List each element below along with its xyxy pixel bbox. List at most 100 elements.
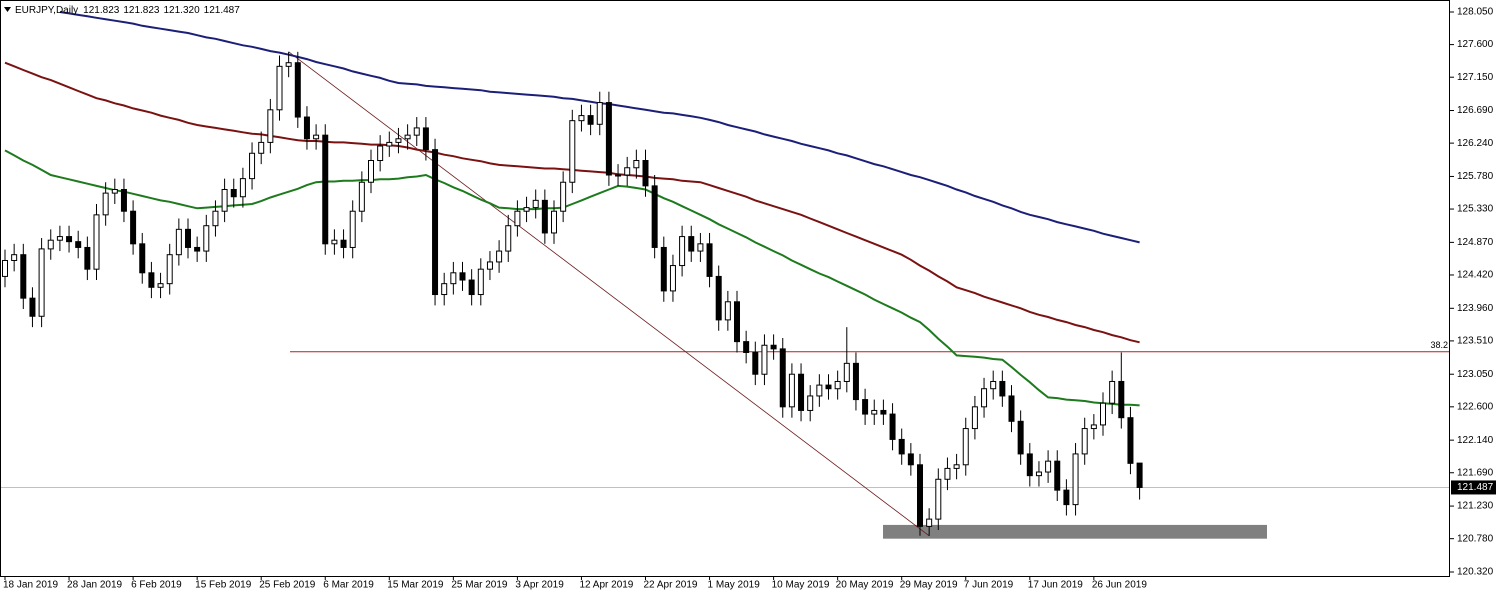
x-tick-label: 7 Jun 2019 bbox=[964, 580, 1014, 591]
candle-body bbox=[148, 272, 155, 288]
x-tick-label: 1 May 2019 bbox=[708, 580, 761, 591]
candle-body bbox=[1063, 489, 1070, 506]
candle-body bbox=[221, 188, 228, 212]
candle-body bbox=[93, 214, 100, 270]
candle-body bbox=[761, 344, 768, 375]
candle-body bbox=[788, 373, 795, 408]
candle-body bbox=[962, 428, 969, 466]
candle-body bbox=[871, 409, 878, 415]
y-tick-label: 128.050 bbox=[1457, 7, 1494, 18]
candle-body bbox=[20, 254, 27, 299]
candle-body bbox=[38, 248, 45, 317]
candle-body bbox=[1136, 462, 1143, 488]
candle-body bbox=[615, 174, 622, 177]
x-tick-label: 22 Apr 2019 bbox=[644, 580, 698, 591]
y-tick-label: 121.690 bbox=[1457, 467, 1494, 478]
fib-label: 38.2 bbox=[1430, 340, 1448, 350]
candle-body bbox=[990, 380, 997, 390]
y-tick-label: 126.240 bbox=[1457, 138, 1494, 149]
candle-body bbox=[706, 243, 713, 277]
candle-body bbox=[276, 65, 283, 111]
ohlc-value: 121.320 bbox=[163, 5, 200, 16]
candle-body bbox=[395, 138, 402, 143]
candle-body bbox=[47, 239, 54, 250]
candle-body bbox=[230, 188, 237, 198]
candle-body bbox=[349, 210, 356, 248]
plot-frame bbox=[0, 0, 1450, 577]
candle-body bbox=[11, 254, 18, 261]
candle-body bbox=[697, 243, 704, 252]
candle-body bbox=[578, 115, 585, 122]
candle-body bbox=[862, 399, 869, 415]
x-tick-label: 10 May 2019 bbox=[772, 580, 830, 591]
x-tick-label: 3 Apr 2019 bbox=[515, 580, 564, 591]
candle-body bbox=[340, 239, 347, 248]
candle-body bbox=[926, 518, 933, 527]
candle-body bbox=[1127, 417, 1134, 464]
candle-body bbox=[111, 188, 118, 194]
trendline bbox=[288, 51, 930, 537]
candle-body bbox=[880, 409, 887, 415]
candle-body bbox=[285, 62, 292, 67]
candle-body bbox=[798, 373, 805, 411]
candle-body bbox=[404, 134, 411, 140]
candle-body bbox=[203, 225, 210, 252]
y-tick-label: 120.320 bbox=[1457, 567, 1494, 578]
candle-body bbox=[166, 254, 173, 285]
candle-body bbox=[1035, 471, 1042, 477]
candle-body bbox=[807, 395, 814, 411]
candle-body bbox=[852, 362, 859, 401]
plot-area: 38.2 bbox=[0, 11, 1450, 539]
ohlc-value: 121.823 bbox=[123, 5, 160, 16]
y-tick-label: 124.870 bbox=[1457, 237, 1494, 248]
x-tick-label: 6 Feb 2019 bbox=[131, 580, 182, 591]
y-tick-label: 122.140 bbox=[1457, 435, 1494, 446]
support-zone bbox=[883, 524, 1267, 539]
candle-body bbox=[1017, 420, 1024, 455]
candle-body bbox=[743, 341, 750, 353]
candle-body bbox=[660, 246, 667, 292]
price-tag-label: 121.487 bbox=[1457, 482, 1494, 493]
candle-body bbox=[496, 250, 503, 263]
candle-body bbox=[422, 127, 429, 151]
candle-body bbox=[688, 236, 695, 252]
candle-body bbox=[1045, 460, 1052, 473]
candle-body bbox=[514, 210, 521, 227]
candle-body bbox=[185, 228, 191, 248]
candle-body bbox=[953, 464, 960, 469]
candle-body bbox=[560, 181, 567, 212]
candle-body bbox=[770, 344, 777, 350]
candle-body bbox=[130, 210, 137, 245]
menu-arrow[interactable] bbox=[4, 7, 11, 12]
candle-body bbox=[358, 181, 365, 212]
y-tick-label: 127.150 bbox=[1457, 72, 1494, 83]
candle-body bbox=[368, 160, 374, 183]
candle-body bbox=[642, 160, 649, 187]
candle-body bbox=[825, 384, 832, 390]
x-tick-label: 15 Feb 2019 bbox=[195, 580, 252, 591]
candle-body bbox=[715, 275, 722, 321]
candle-body bbox=[468, 279, 475, 296]
candle-body bbox=[541, 199, 548, 234]
chart-header: EURJPY,Daily 121.823 121.823 121.320 121.487 bbox=[15, 5, 240, 16]
candle-body bbox=[1081, 428, 1088, 455]
candle-body bbox=[569, 120, 576, 183]
candle-body bbox=[532, 199, 539, 209]
candle-body bbox=[889, 413, 896, 440]
candle-body bbox=[459, 272, 466, 281]
candle-body bbox=[917, 464, 923, 527]
candle-body bbox=[944, 467, 951, 480]
candle-body bbox=[313, 134, 320, 140]
candle-body bbox=[441, 283, 448, 296]
candle-body bbox=[999, 380, 1006, 397]
candle-body bbox=[66, 236, 73, 243]
x-tick-label: 25 Mar 2019 bbox=[451, 580, 508, 591]
candle-body bbox=[1118, 380, 1125, 419]
x-tick-label: 17 Jun 2019 bbox=[1028, 580, 1083, 591]
candle-body bbox=[139, 243, 146, 274]
y-tick-label: 122.600 bbox=[1457, 401, 1494, 412]
x-tick-label: 26 Jun 2019 bbox=[1092, 580, 1147, 591]
candle-body bbox=[477, 268, 484, 296]
candle-body bbox=[175, 228, 182, 256]
